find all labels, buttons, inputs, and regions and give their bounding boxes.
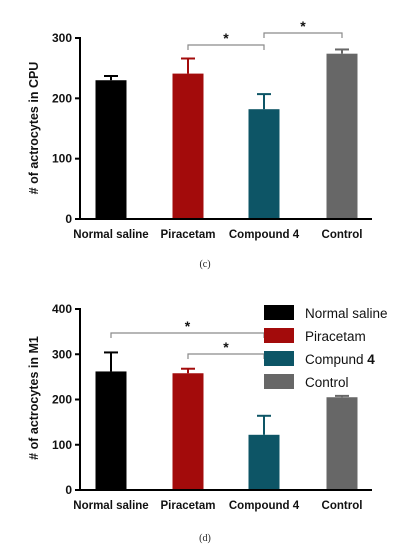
y-axis-label: # of actrocytes in M1 xyxy=(27,336,41,460)
legend-item: Normal saline xyxy=(264,305,388,321)
legend-label: Piracetam xyxy=(305,329,366,344)
y-tick-label: 200 xyxy=(52,393,72,407)
bar xyxy=(248,434,280,490)
bar xyxy=(326,53,358,219)
legend-swatch xyxy=(264,351,294,366)
legend: Normal saline Piracetam Compund 4 Control xyxy=(264,305,388,390)
y-tick-label: 100 xyxy=(52,152,72,166)
legend-item: Compund 4 xyxy=(264,351,375,367)
legend-swatch xyxy=(264,374,294,389)
category-label: Normal saline xyxy=(73,229,148,241)
bar xyxy=(172,73,204,219)
category-label: Control xyxy=(322,229,363,241)
y-tick-label: 300 xyxy=(52,347,72,361)
y-tick-label: 0 xyxy=(65,483,72,497)
category-label: Compound 4 xyxy=(229,500,300,512)
chart-panel-d: # of actrocytes in M1 0 100 200 300 400 * * N… xyxy=(27,302,388,544)
significance-bracket xyxy=(263,32,343,38)
panel-label: (c) xyxy=(199,259,210,270)
bar xyxy=(172,373,204,490)
significance-star: * xyxy=(185,318,191,334)
y-tick-label: 100 xyxy=(52,438,72,452)
bar xyxy=(95,80,127,219)
legend-swatch xyxy=(264,305,294,320)
category-label: Piracetam xyxy=(161,229,216,241)
y-tick-label: 200 xyxy=(52,91,72,105)
chart-panel-c: # of actrocytes in CPU 0 100 200 300 * * Nor… xyxy=(27,18,372,270)
legend-label: Control xyxy=(305,375,349,390)
category-label: Control xyxy=(322,500,363,512)
legend-item: Control xyxy=(264,374,349,390)
bar xyxy=(248,109,280,219)
significance-bracket xyxy=(187,44,265,50)
legend-label: Normal saline xyxy=(305,306,388,321)
legend-item: Piracetam xyxy=(264,328,366,344)
category-label: Compound 4 xyxy=(229,229,300,241)
bar xyxy=(95,371,127,490)
significance-star: * xyxy=(223,339,229,355)
significance-star: * xyxy=(300,18,306,34)
panel-label: (d) xyxy=(199,533,211,544)
significance-star: * xyxy=(223,30,229,46)
legend-label: Compund 4 xyxy=(305,352,375,367)
y-tick-label: 0 xyxy=(65,212,72,226)
category-label: Normal saline xyxy=(73,500,148,512)
category-label: Piracetam xyxy=(161,500,216,512)
y-tick-label: 400 xyxy=(52,302,72,316)
legend-swatch xyxy=(264,328,294,343)
y-axis-label: # of actrocytes in CPU xyxy=(27,62,41,195)
bar xyxy=(326,397,358,490)
y-tick-label: 300 xyxy=(52,31,72,45)
